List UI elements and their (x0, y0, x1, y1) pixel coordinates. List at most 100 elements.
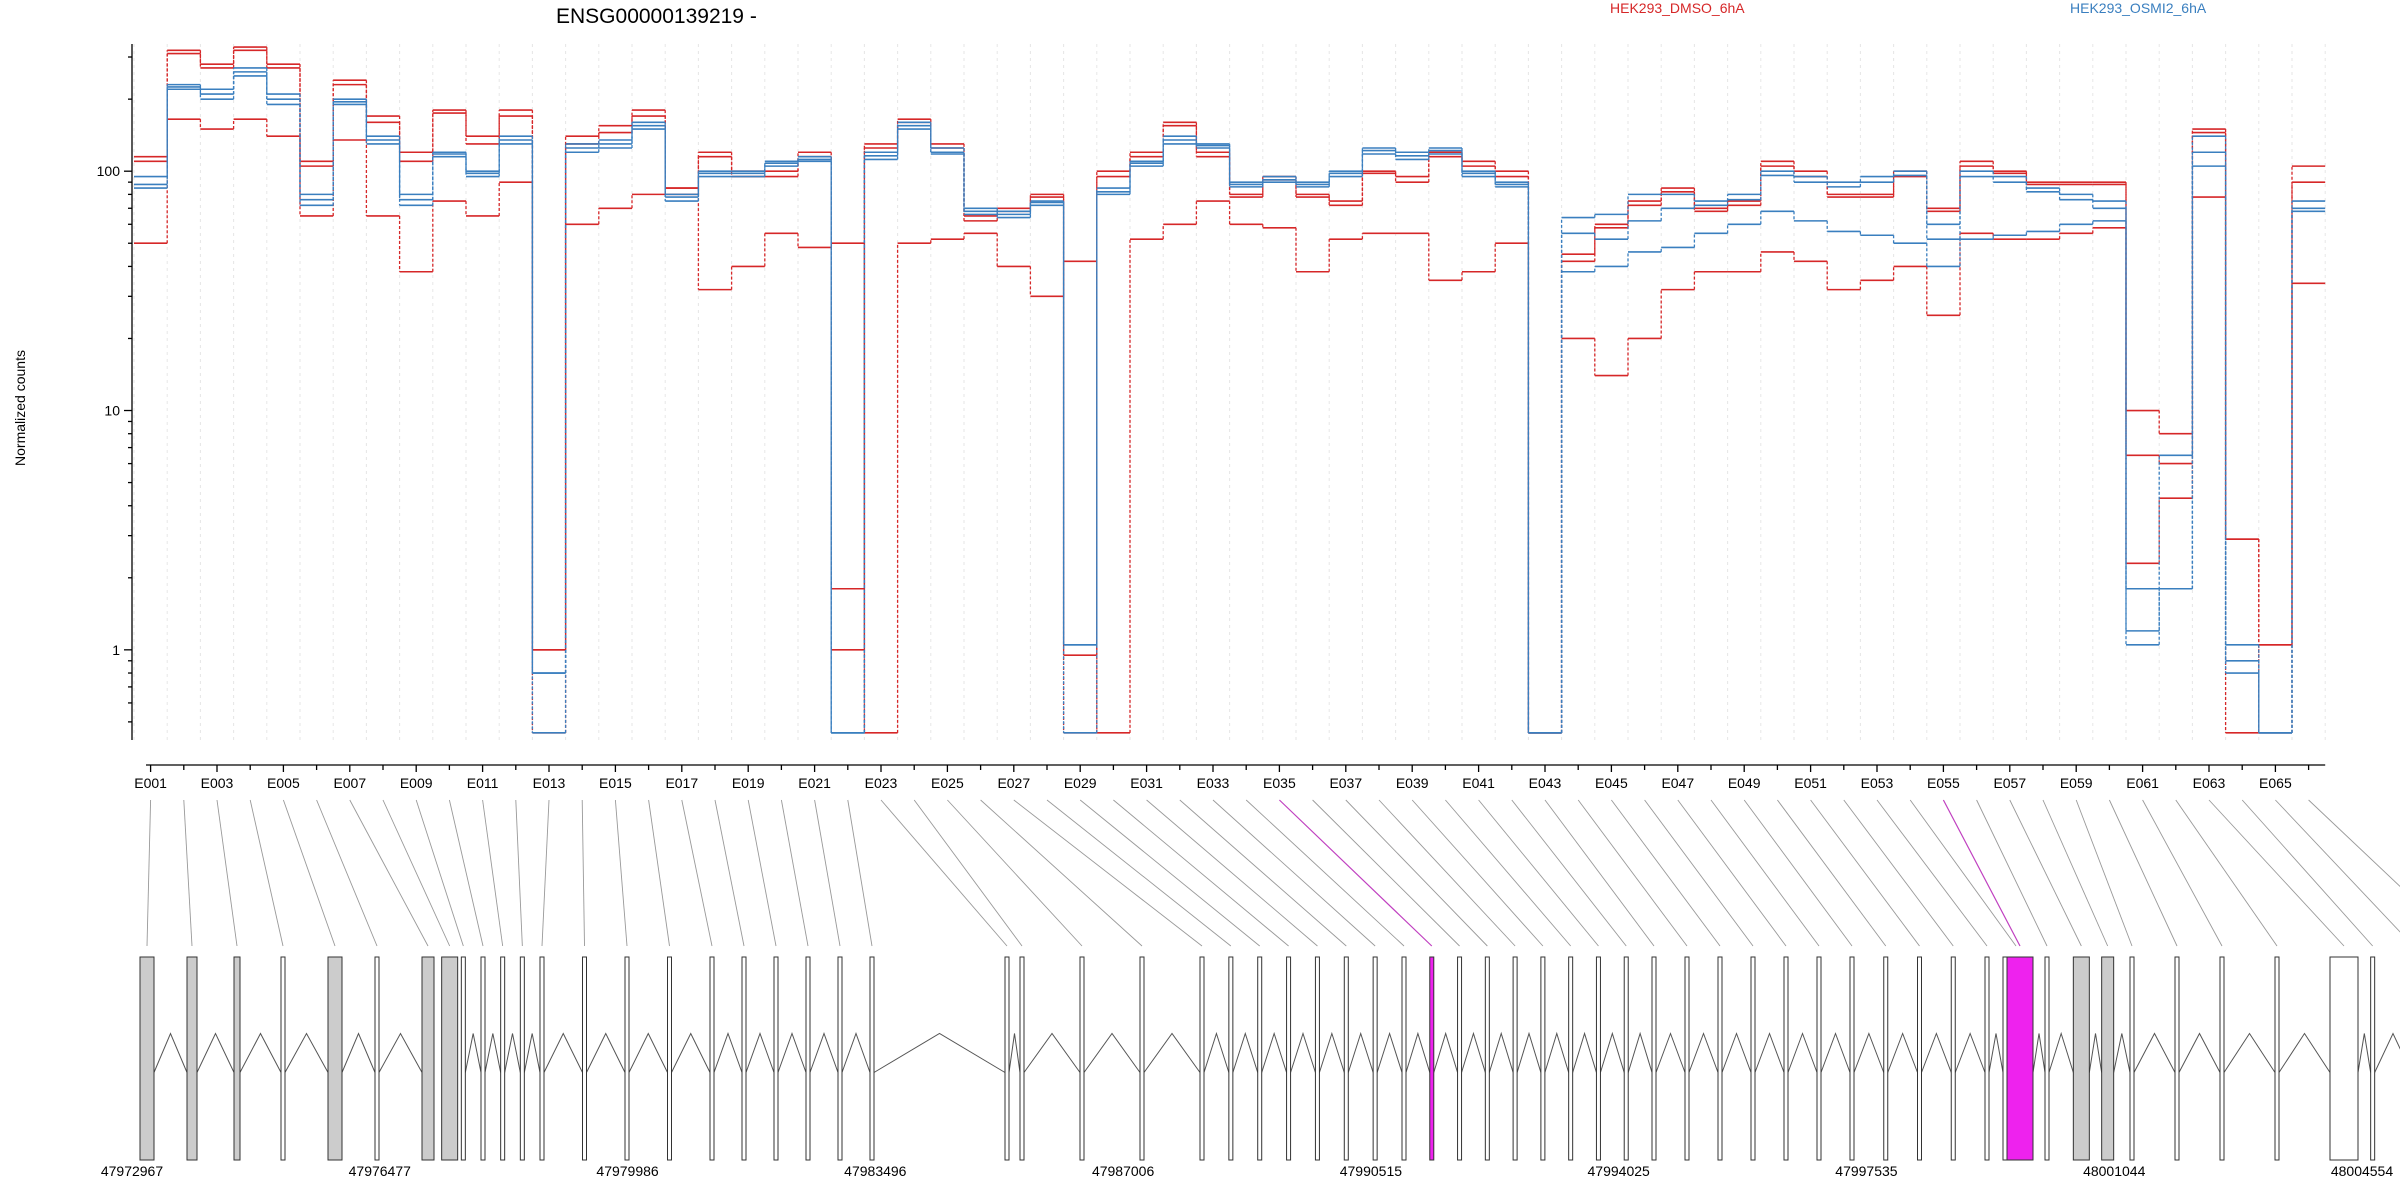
x-tick-label: E053 (1861, 775, 1894, 791)
exon-box (1684, 956, 1690, 1161)
x-tick-label: E001 (134, 775, 167, 791)
exon-box (1750, 956, 1756, 1161)
connector-line (2241, 799, 2374, 947)
connector-line (1909, 799, 2017, 947)
connector-line (2308, 799, 2400, 888)
intron-line (671, 1032, 711, 1073)
exon-box (139, 956, 155, 1161)
intron-line (153, 1032, 188, 1073)
genomic-coordinate-label: 47994025 (1588, 1163, 1651, 1179)
x-tick-label: E045 (1595, 775, 1628, 791)
connector-line (1046, 799, 1232, 947)
exon-box (2274, 956, 2280, 1161)
exon-box (1651, 956, 1657, 1161)
x-tick-label: E025 (931, 775, 964, 791)
intron-line (1988, 1033, 2004, 1073)
connector-line (1976, 799, 2048, 947)
exon-box (1595, 956, 1601, 1161)
exon-box (519, 956, 525, 1161)
intron-line (1627, 1031, 1653, 1073)
connector-line (1445, 799, 1572, 947)
intron-line (196, 1032, 235, 1073)
intron-line (1688, 1032, 1719, 1073)
connector-line (2009, 799, 2082, 947)
genomic-coordinate-label: 47997535 (1835, 1163, 1898, 1179)
x-tick-label: E035 (1263, 775, 1296, 791)
exon-box (741, 956, 747, 1161)
exon-box (327, 956, 343, 1161)
exon-box (2044, 956, 2050, 1161)
exon-box (1917, 956, 1922, 1161)
x-tick-label: E003 (201, 775, 234, 791)
intron-line (745, 1032, 775, 1073)
exon-box (1512, 956, 1518, 1161)
intron-line (1488, 1031, 1514, 1073)
exon-box (1484, 956, 1490, 1161)
connector-line (1644, 799, 1754, 947)
x-tick-label: E055 (1927, 775, 1960, 791)
intron-line (777, 1032, 807, 1073)
intron-line (1853, 1032, 1885, 1073)
x-tick-label: E017 (665, 775, 698, 791)
connector-line (614, 799, 628, 947)
connector-line (515, 799, 523, 947)
genomic-coordinate-label: 47972967 (101, 1163, 164, 1179)
exon-box (2329, 956, 2359, 1161)
exon-box (1457, 956, 1463, 1161)
intron-line (484, 1033, 502, 1073)
intron-line (1203, 1031, 1230, 1073)
connector-line (814, 799, 841, 947)
connector-line (282, 799, 336, 947)
x-tick-label: E057 (1993, 775, 2026, 791)
connector-line (1278, 799, 1433, 947)
intron-line (239, 1032, 282, 1073)
x-axis: E001 E003 E005 E007 E009 E011 E013 E015 E017 E019… (134, 764, 2326, 791)
exon-box (460, 956, 466, 1161)
genomic-coordinate-label: 48001044 (2083, 1163, 2146, 1179)
chart-title: ENSG00000139219 - (556, 5, 757, 28)
x-tick-label: E047 (1661, 775, 1694, 791)
exon-box (1343, 956, 1349, 1161)
connector-line (1942, 799, 2021, 947)
intron-line (2223, 1032, 2276, 1073)
exon-box (500, 956, 506, 1161)
connector-line (780, 799, 809, 947)
connector-line (146, 799, 152, 947)
x-tick-label: E013 (533, 775, 566, 791)
connector-line (847, 799, 873, 947)
connector-line (2075, 799, 2133, 947)
x-tick-label: E027 (997, 775, 1030, 791)
intron-line (341, 1032, 376, 1073)
x-tick-label: E015 (599, 775, 632, 791)
intron-line (1347, 1031, 1374, 1073)
intron-line (1954, 1032, 1986, 1073)
intron-line (1787, 1032, 1818, 1073)
x-tick-label: E041 (1462, 775, 1495, 791)
x-tick-label: E019 (732, 775, 765, 791)
exon-box (1883, 956, 1889, 1161)
legend-item-osmi2: HEK293_OSMI2_6hA (2070, 0, 2207, 16)
connector-line (482, 799, 504, 947)
connector-line (1577, 799, 1688, 947)
connector-line (1777, 799, 1887, 947)
exon-box (1019, 956, 1025, 1161)
connector-line (1876, 799, 1988, 947)
x-tick-label: E061 (2126, 775, 2159, 791)
connector-line (183, 799, 193, 947)
intron-line (1655, 1032, 1686, 1073)
exon-box (2101, 956, 2115, 1161)
intron-line (1921, 1032, 1952, 1073)
intron-line (2178, 1032, 2221, 1073)
x-tick-label: E059 (2060, 775, 2093, 791)
intron-line (464, 1033, 482, 1073)
x-tick-label: E029 (1064, 775, 1097, 791)
connector-line (2108, 799, 2178, 947)
intron-line (628, 1032, 668, 1073)
connector-line (1146, 799, 1318, 947)
x-tick-label: E009 (400, 775, 433, 791)
genomic-coordinate-label: 47987006 (1092, 1163, 1155, 1179)
exon-box (186, 956, 198, 1161)
connector-line (2275, 799, 2400, 933)
exon-box (837, 956, 843, 1161)
exon-box (582, 956, 587, 1161)
